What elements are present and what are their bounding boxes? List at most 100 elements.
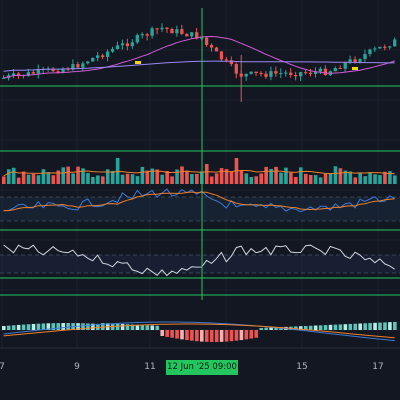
macd-histogram-bar — [165, 330, 169, 337]
volume-bar — [140, 166, 145, 184]
macd-histogram-bar — [145, 325, 150, 330]
macd-histogram-bar — [190, 330, 194, 341]
time-axis-label: 9 — [74, 362, 80, 372]
candle-body — [318, 68, 323, 72]
macd-histogram-bar — [214, 330, 219, 342]
candle-body — [2, 77, 6, 79]
volume-bar — [150, 168, 155, 184]
macd-histogram-bar — [155, 325, 160, 330]
volume-bar — [81, 168, 85, 184]
candle-body — [348, 59, 352, 63]
macd-histogram-bar — [115, 323, 120, 330]
candle-body — [51, 68, 55, 72]
volume-bar — [348, 171, 353, 184]
macd-histogram-bar — [274, 327, 278, 330]
macd-histogram-bar — [150, 325, 155, 330]
volume-bar — [51, 175, 56, 184]
macd-histogram-bar — [229, 330, 234, 342]
time-axis-label: 17 — [372, 362, 384, 372]
volume-bar — [353, 177, 358, 184]
volume-bar — [358, 172, 362, 184]
volume-bar — [26, 174, 31, 184]
macd-histogram-bar — [130, 324, 135, 330]
macd-histogram-bar — [264, 327, 268, 330]
volume-bar — [383, 171, 387, 184]
candle-body — [86, 61, 90, 64]
volume-bar — [120, 174, 125, 184]
volume-bar — [155, 169, 160, 184]
moving-average-line — [3, 60, 395, 72]
volume-bar — [86, 173, 90, 184]
volume-bar — [214, 173, 219, 184]
volume-bar — [204, 164, 209, 184]
volume-bar — [393, 175, 397, 184]
macd-histogram-bar — [195, 330, 199, 342]
volume-bar — [388, 171, 392, 184]
volume-bar — [294, 176, 298, 184]
macd-histogram-bar — [313, 325, 318, 330]
macd-histogram-bar — [170, 330, 174, 338]
macd-histogram-bar — [338, 324, 343, 330]
candle-body — [11, 73, 16, 76]
volume-bar — [175, 169, 179, 184]
candle-body — [180, 29, 184, 34]
candle-body — [219, 51, 224, 60]
volume-bar — [373, 174, 377, 184]
macd-histogram-bar — [96, 323, 100, 330]
volume-bar — [378, 175, 382, 184]
price-pane[interactable] — [0, 23, 400, 102]
volume-bar — [274, 166, 278, 184]
time-axis-label: 7 — [0, 362, 5, 372]
macd-histogram-bar — [244, 330, 249, 340]
candle-body — [343, 62, 347, 69]
volume-bar — [195, 173, 199, 184]
candle-body — [224, 59, 229, 61]
candle-body — [333, 67, 337, 72]
candle-body — [323, 68, 328, 76]
macd-histogram-bar — [323, 325, 328, 330]
volume-bar — [269, 168, 273, 184]
volume-bar — [284, 167, 288, 184]
macd-histogram-bar — [249, 330, 254, 339]
macd-histogram-bar — [51, 323, 56, 330]
volume-bar — [264, 166, 268, 184]
volume-bar — [279, 172, 283, 184]
macd-histogram-bar — [294, 326, 298, 330]
volume-bar — [323, 173, 328, 184]
volume-bar — [125, 173, 130, 184]
candle-body — [175, 29, 179, 34]
volume-bar — [363, 176, 367, 184]
macd-histogram-bar — [135, 324, 140, 330]
rsi-pane[interactable] — [0, 188, 400, 231]
macd-pane[interactable] — [2, 321, 397, 342]
candle-body — [234, 64, 238, 74]
candle-body — [110, 49, 115, 52]
macd-histogram-bar — [31, 323, 36, 330]
candle-body — [363, 54, 367, 60]
volume-bar — [219, 168, 224, 184]
volume-bar — [101, 176, 105, 184]
volume-bar — [368, 172, 372, 184]
volume-bar — [16, 177, 21, 184]
volume-bar — [21, 171, 26, 184]
oscillator-pane[interactable] — [0, 244, 400, 296]
volume-pane[interactable] — [0, 150, 400, 184]
volume-bar — [224, 169, 229, 184]
candle-body — [388, 46, 392, 48]
volume-bar — [259, 173, 263, 184]
candle-body — [274, 71, 278, 74]
volume-bar — [91, 176, 95, 184]
volume-bar — [180, 166, 184, 184]
candle-body — [338, 67, 342, 69]
volume-bar — [96, 175, 100, 184]
candle-body — [264, 73, 268, 77]
volume-bar — [56, 170, 61, 184]
macd-histogram-bar — [383, 322, 387, 330]
candle-body — [96, 55, 100, 58]
macd-histogram-bar — [66, 323, 70, 330]
macd-line — [3, 321, 395, 342]
volume-bar — [299, 167, 303, 184]
candle-body — [26, 72, 31, 76]
macd-histogram-bar — [353, 323, 358, 330]
